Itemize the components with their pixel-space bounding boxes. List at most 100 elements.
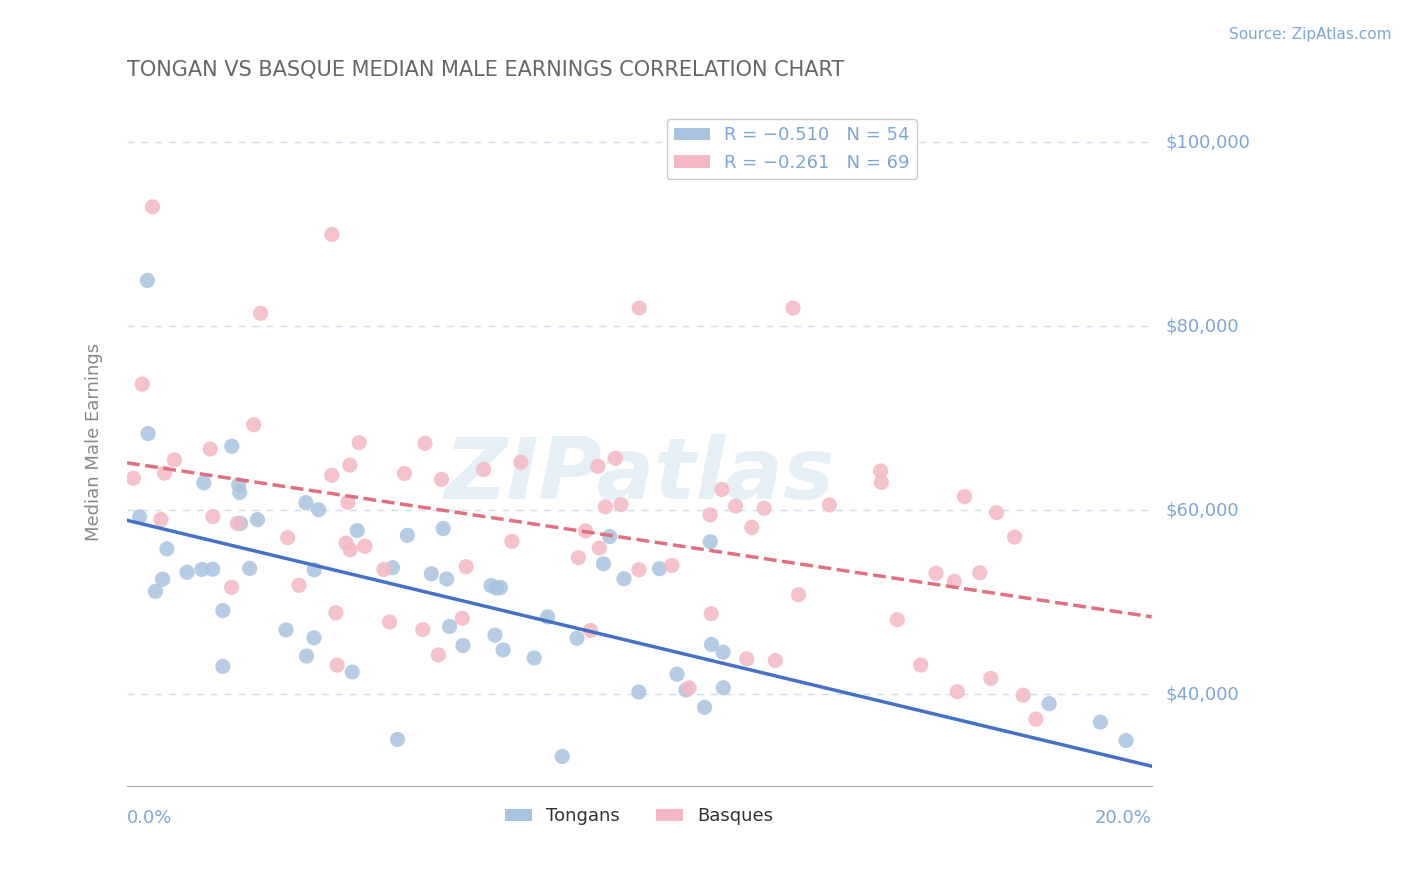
Point (509, 455, 531, 469)
Point (628, 301, 651, 315)
Point (586, 459, 609, 474)
Point (588, 541, 610, 555)
Point (136, 273, 159, 287)
Point (711, 645, 734, 659)
Point (191, 562, 214, 576)
Point (321, 227, 343, 242)
Point (501, 534, 523, 549)
Point (228, 478, 250, 492)
Point (193, 475, 215, 490)
Point (321, 468, 343, 483)
Point (741, 520, 763, 534)
Point (613, 572, 636, 586)
Text: $60,000: $60,000 (1166, 501, 1239, 519)
Point (145, 584, 167, 599)
Point (595, 500, 617, 514)
Point (605, 451, 627, 466)
Point (472, 462, 495, 476)
Point (228, 485, 250, 500)
Point (432, 522, 454, 536)
Point (456, 559, 478, 574)
Text: 0.0%: 0.0% (127, 809, 173, 828)
Point (678, 681, 700, 695)
Point (246, 513, 269, 527)
Point (484, 628, 506, 642)
Point (295, 496, 318, 510)
Point (666, 667, 689, 681)
Point (149, 512, 172, 526)
Point (201, 509, 224, 524)
Point (1025, 712, 1047, 726)
Point (198, 442, 221, 456)
Text: TONGAN VS BASQUE MEDIAN MALE EARNINGS CORRELATION CHART: TONGAN VS BASQUE MEDIAN MALE EARNINGS CO… (127, 60, 844, 79)
Point (752, 501, 775, 516)
Point (122, 471, 145, 485)
Point (295, 648, 318, 663)
Point (439, 619, 461, 633)
Point (221, 439, 243, 453)
Text: $80,000: $80,000 (1166, 318, 1239, 335)
Point (592, 557, 614, 571)
Point (387, 732, 409, 747)
Point (693, 700, 716, 714)
Text: $40,000: $40,000 (1166, 685, 1239, 704)
Point (818, 498, 841, 512)
Point (980, 671, 1002, 685)
Point (627, 563, 650, 577)
Point (378, 615, 401, 629)
Point (141, 200, 163, 214)
Point (163, 453, 186, 467)
Point (675, 683, 697, 698)
Point (479, 578, 502, 592)
Point (373, 563, 395, 577)
Point (567, 550, 589, 565)
Point (326, 658, 349, 673)
Point (302, 563, 325, 577)
Y-axis label: Median Male Earnings: Median Male Earnings (86, 343, 103, 541)
Text: ZIPatlas: ZIPatlas (444, 434, 834, 517)
Point (396, 528, 419, 542)
Point (700, 637, 723, 651)
Point (574, 524, 596, 538)
Point (381, 560, 404, 574)
Point (579, 624, 602, 638)
Point (413, 436, 436, 450)
Point (1090, 715, 1112, 730)
Point (1004, 530, 1026, 544)
Point (869, 464, 891, 478)
Point (131, 377, 153, 392)
Point (953, 490, 976, 504)
Point (661, 558, 683, 573)
Point (229, 516, 252, 531)
Point (226, 516, 249, 531)
Point (735, 652, 758, 666)
Point (969, 566, 991, 580)
Point (339, 542, 361, 557)
Point (353, 539, 375, 553)
Point (176, 566, 198, 580)
Point (986, 506, 1008, 520)
Point (1038, 697, 1060, 711)
Point (430, 472, 453, 486)
Point (308, 502, 330, 516)
Point (128, 509, 150, 524)
Point (925, 566, 948, 581)
Point (249, 306, 271, 320)
Point (711, 681, 734, 695)
Point (610, 498, 633, 512)
Point (153, 466, 176, 480)
Point (870, 475, 893, 490)
Point (325, 606, 347, 620)
Point (710, 483, 733, 497)
Point (782, 301, 804, 315)
Point (152, 572, 174, 586)
Point (335, 536, 357, 550)
Point (211, 603, 233, 617)
Point (489, 581, 512, 595)
Point (699, 508, 721, 522)
Point (910, 658, 932, 673)
Point (763, 653, 786, 667)
Point (451, 639, 474, 653)
Point (412, 623, 434, 637)
Point (485, 581, 508, 595)
